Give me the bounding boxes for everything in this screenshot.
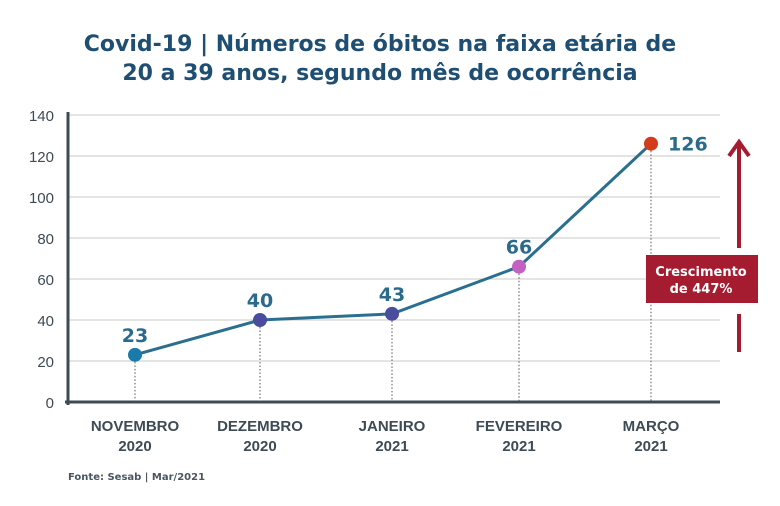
x-tick-label: 2021	[634, 438, 667, 455]
x-tick-label: JANEIRO	[359, 418, 426, 435]
data-point	[644, 136, 658, 151]
data-label: 66	[506, 237, 532, 259]
data-point	[385, 306, 399, 321]
x-tick-label: MARÇO	[623, 418, 680, 435]
x-tick-label: 2021	[502, 438, 535, 455]
x-tick-label: 2020	[243, 438, 276, 455]
y-tick-label: 40	[37, 313, 54, 330]
y-tick-label: 20	[37, 354, 54, 371]
annotation-box	[646, 255, 758, 303]
x-tick-label: 2021	[375, 438, 408, 455]
data-point	[128, 347, 142, 362]
data-point	[512, 259, 526, 274]
series-line	[134, 142, 653, 357]
data-label: 126	[668, 134, 708, 156]
title-line-2: 20 a 39 anos, segundo mês de ocorrência	[122, 61, 638, 86]
x-tick-label: 2020	[118, 438, 151, 455]
data-label: 23	[122, 325, 148, 347]
y-tick-label: 120	[29, 149, 54, 166]
growth-arrow-head	[727, 138, 751, 158]
title-line-1: Covid-19 | Números de óbitos na faixa et…	[83, 32, 677, 57]
x-tick-label: FEVEREIRO	[476, 418, 563, 435]
source-note: Fonte: Sesab | Mar/2021	[68, 472, 206, 483]
data-label: 40	[247, 290, 273, 312]
x-tick-label: NOVEMBRO	[91, 418, 180, 435]
y-tick-label: 0	[46, 395, 54, 412]
y-tick-label: 60	[37, 272, 54, 289]
y-tick-label: 140	[29, 108, 54, 125]
chart-title: Covid-19 | Números de óbitos na faixa et…	[0, 30, 760, 88]
annotation-line-1: Crescimento	[655, 265, 747, 280]
x-tick-label: DEZEMBRO	[217, 418, 303, 435]
y-tick-label: 80	[37, 231, 54, 248]
annotation-line-2: de 447%	[670, 282, 733, 297]
data-label: 43	[379, 284, 405, 306]
data-point	[253, 313, 267, 327]
y-tick-label: 100	[29, 190, 54, 207]
